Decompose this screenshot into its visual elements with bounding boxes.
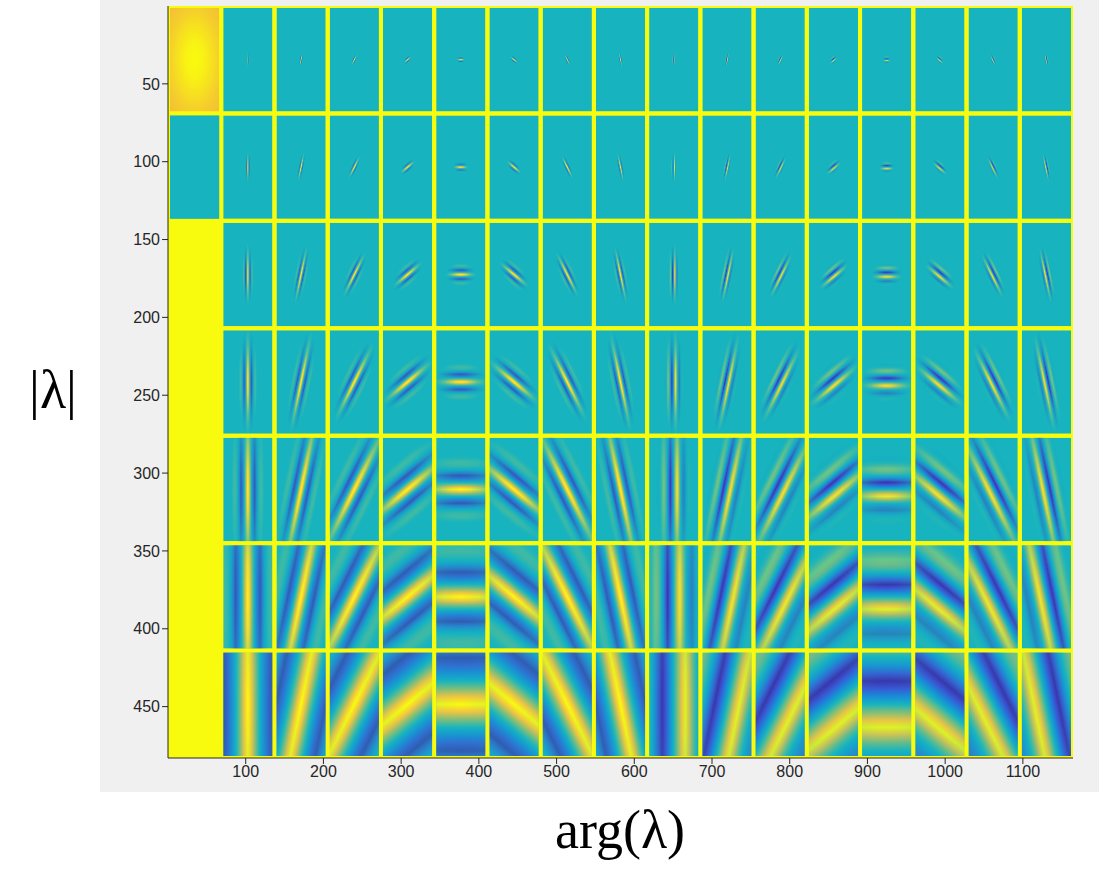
svg-text:50: 50 bbox=[142, 76, 160, 93]
svg-text:450: 450 bbox=[133, 698, 160, 715]
svg-text:1000: 1000 bbox=[927, 763, 963, 780]
html-text:arg(λ): arg(λ) bbox=[554, 800, 686, 860]
svg-text:400: 400 bbox=[133, 620, 160, 637]
svg-text:350: 350 bbox=[133, 543, 160, 560]
svg-text:900: 900 bbox=[854, 763, 881, 780]
svg-text:500: 500 bbox=[543, 763, 570, 780]
svg-text:250: 250 bbox=[133, 387, 160, 404]
svg-text:200: 200 bbox=[133, 309, 160, 326]
svg-text:300: 300 bbox=[388, 763, 415, 780]
svg-text:100: 100 bbox=[232, 763, 259, 780]
svg-text:600: 600 bbox=[621, 763, 648, 780]
svg-text:400: 400 bbox=[466, 763, 493, 780]
svg-text:100: 100 bbox=[133, 153, 160, 170]
html-text:|λ|: |λ| bbox=[29, 360, 77, 420]
svg-text:200: 200 bbox=[310, 763, 337, 780]
svg-text:700: 700 bbox=[699, 763, 726, 780]
svg-text:1100: 1100 bbox=[1006, 763, 1041, 780]
svg-text:150: 150 bbox=[133, 231, 160, 248]
svg-text:300: 300 bbox=[133, 465, 160, 482]
svg-text:800: 800 bbox=[776, 763, 803, 780]
